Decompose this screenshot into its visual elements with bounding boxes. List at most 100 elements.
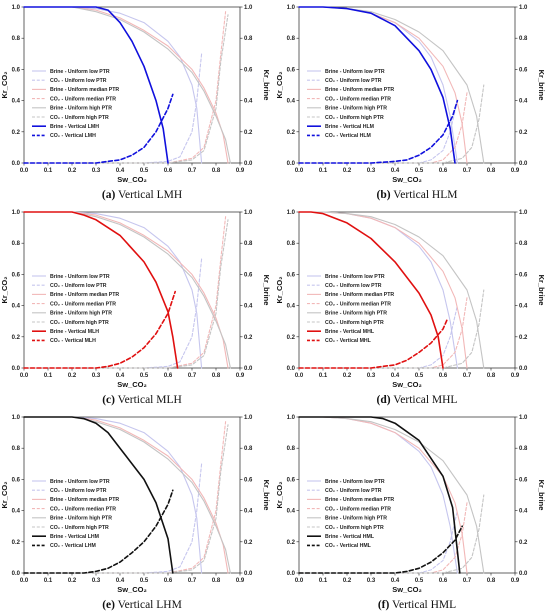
x-axis-label: Sw_CO₂ bbox=[392, 175, 422, 184]
x-tick-label: 0.9 bbox=[236, 373, 245, 379]
legend-label: CO₂ - Vertical HLM bbox=[325, 133, 371, 139]
x-tick-label: 0.4 bbox=[116, 168, 125, 174]
x-tick-label: 0.1 bbox=[319, 168, 328, 174]
x-tick-label: 0.1 bbox=[319, 578, 328, 584]
y-tick-label-right: 0.6 bbox=[244, 477, 253, 483]
y-tick-label: 0.4 bbox=[287, 99, 296, 105]
x-axis-label: Sw_CO₂ bbox=[117, 175, 147, 184]
panel-caption-text: Vertical MLH bbox=[115, 394, 182, 406]
y-axis-label: Kr_CO₂ bbox=[0, 71, 9, 98]
series-line bbox=[23, 416, 229, 574]
x-tick-label: 0.6 bbox=[439, 168, 448, 174]
series-line bbox=[298, 84, 485, 164]
legend-label: CO₂ - Uniform median PTR bbox=[325, 301, 391, 307]
y-tick-label-right: 0.6 bbox=[519, 272, 528, 278]
legend-label: CO₂ - Uniform low PTR bbox=[325, 78, 382, 84]
series-line bbox=[298, 6, 468, 164]
series-line bbox=[23, 216, 227, 369]
chart-svg: 0.0 0.1 0.2 0.3 0.4 0.5 0.6 0.7 0.8 0.90.0 0.00.2 0… bbox=[0, 210, 271, 406]
legend-label: Brine - Uniform median PTR bbox=[325, 497, 394, 503]
legend-label: CO₂ - Uniform high PTR bbox=[50, 320, 109, 326]
series-line bbox=[298, 99, 459, 164]
y-axis-label: Kr_CO₂ bbox=[275, 276, 284, 303]
series-group bbox=[298, 211, 485, 369]
x-tick-label: 0.6 bbox=[164, 168, 173, 174]
series-line bbox=[298, 211, 444, 369]
legend-label: Brine - Uniform low PTR bbox=[325, 274, 385, 280]
x-tick-label: 0.2 bbox=[343, 578, 352, 584]
panel-caption: (c) Vertical MLH bbox=[102, 394, 182, 406]
legend-label: CO₂ - Uniform median PTR bbox=[325, 506, 391, 512]
legend-label: Brine - Uniform high PTR bbox=[325, 516, 387, 522]
legend-label: CO₂ - Vertical MHL bbox=[325, 338, 372, 344]
x-axis-label: Sw_CO₂ bbox=[117, 585, 147, 594]
legend-label: Brine - Uniform low PTR bbox=[50, 479, 110, 485]
y-tick-label-right: 0.0 bbox=[244, 571, 253, 577]
y-tick-label-right: 1.0 bbox=[519, 415, 528, 421]
panel-caption-letter: (b) bbox=[377, 189, 391, 201]
y-tick-label: 0.0 bbox=[287, 161, 296, 167]
series-line bbox=[298, 211, 468, 369]
series-line bbox=[23, 211, 229, 369]
legend-label: CO₂ - Uniform high PTR bbox=[50, 115, 109, 121]
series-line bbox=[298, 416, 485, 574]
legend-label: CO₂ - Uniform high PTR bbox=[325, 115, 384, 121]
y-tick-label-right: 0.8 bbox=[519, 446, 528, 452]
legend-label: Brine - Uniform high PTR bbox=[325, 311, 387, 317]
legend-label: Brine - Vertical LHM bbox=[50, 534, 99, 540]
x-tick-label: 0.8 bbox=[212, 578, 221, 584]
legend-label: Brine - Vertical HML bbox=[325, 534, 375, 540]
x-tick-label: 0.0 bbox=[20, 168, 29, 174]
x-tick-label: 0.7 bbox=[463, 168, 472, 174]
legend-label: CO₂ - Uniform high PTR bbox=[50, 525, 109, 531]
series-group bbox=[298, 6, 485, 164]
y-tick-label-right: 0.4 bbox=[519, 99, 528, 105]
y-tick-label: 0.6 bbox=[12, 477, 21, 483]
series-line bbox=[298, 416, 458, 574]
series-line bbox=[23, 14, 229, 164]
y-tick-label-right: 1.0 bbox=[244, 210, 253, 216]
legend-label: Brine - Uniform low PTR bbox=[50, 274, 110, 280]
panel-caption-letter: (a) bbox=[102, 189, 116, 201]
y-axis-label-right: Kr_brine bbox=[262, 70, 271, 101]
legend-label: CO₂ - Vertical LMH bbox=[50, 133, 96, 139]
y-tick-label: 0.8 bbox=[12, 446, 21, 452]
series-line bbox=[298, 525, 463, 574]
x-tick-label: 0.5 bbox=[140, 578, 149, 584]
y-tick-label-right: 0.6 bbox=[244, 67, 253, 73]
panel-caption-letter: (c) bbox=[102, 394, 115, 406]
y-tick-label-right: 0.4 bbox=[244, 304, 253, 310]
x-tick-label: 0.3 bbox=[92, 578, 101, 584]
x-tick-label: 0.8 bbox=[487, 373, 496, 379]
y-tick-label: 0.0 bbox=[12, 571, 21, 577]
x-tick-label: 0.5 bbox=[140, 168, 149, 174]
series-group bbox=[298, 416, 485, 574]
series-line bbox=[23, 6, 229, 164]
y-tick-label-right: 0.2 bbox=[519, 335, 528, 341]
legend-label: CO₂ - Uniform median PTR bbox=[325, 96, 391, 102]
y-tick-label: 0.0 bbox=[287, 366, 296, 372]
x-axis-label: Sw_CO₂ bbox=[117, 380, 147, 389]
legend-label: Brine - Uniform high PTR bbox=[50, 311, 112, 317]
y-tick-label-right: 0.6 bbox=[244, 272, 253, 278]
y-tick-label: 0.6 bbox=[12, 67, 21, 73]
series-line bbox=[23, 6, 169, 164]
chart-panel: 0.0 0.1 0.2 0.3 0.4 0.5 0.6 0.7 0.8 0.9 0.0 0.0 0.2 0… bbox=[275, 410, 550, 615]
panel-caption: (e) Vertical LHM bbox=[102, 599, 182, 611]
x-tick-label: 0.1 bbox=[44, 578, 53, 584]
x-tick-label: 0.5 bbox=[415, 373, 424, 379]
x-tick-label: 0.2 bbox=[343, 373, 352, 379]
x-tick-label: 0.0 bbox=[295, 168, 304, 174]
x-tick-label: 0.7 bbox=[463, 578, 472, 584]
y-tick-label: 1.0 bbox=[12, 415, 21, 421]
y-tick-label: 0.2 bbox=[287, 540, 296, 546]
y-tick-label-right: 0.2 bbox=[519, 130, 528, 136]
legend-label: Brine - Uniform low PTR bbox=[325, 479, 385, 485]
y-tick-label-right: 1.0 bbox=[519, 210, 528, 216]
y-tick-label: 0.4 bbox=[12, 304, 21, 310]
y-axis-label-right: Kr_brine bbox=[537, 70, 546, 101]
series-group bbox=[23, 211, 231, 369]
legend-label: CO₂ - Uniform low PTR bbox=[50, 488, 107, 494]
series-line bbox=[298, 317, 449, 369]
y-tick-label-right: 0.6 bbox=[519, 477, 528, 483]
